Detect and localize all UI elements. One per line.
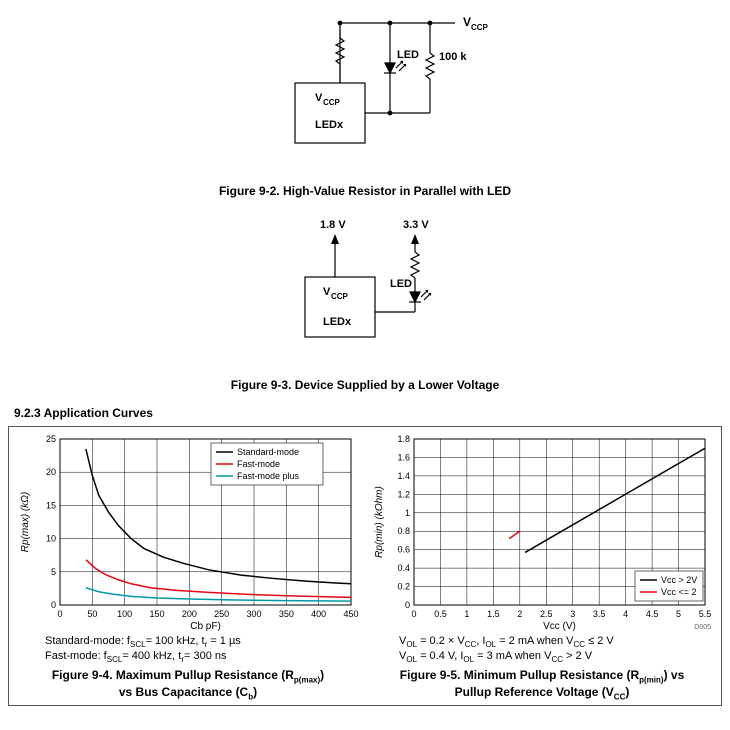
svg-text:0: 0 <box>57 609 62 619</box>
svg-text:20: 20 <box>45 467 55 477</box>
figure-9-3-caption: Figure 9-3. Device Supplied by a Lower V… <box>8 378 722 392</box>
svg-text:0.8: 0.8 <box>397 526 410 536</box>
svg-text:LED: LED <box>397 49 419 61</box>
section-heading-9-2-3: 9.2.3 Application Curves <box>14 406 722 420</box>
figure-9-4: 0 50 100 150 200 250 300 350 400 450 0 5 10 15 20 25 Cb … <box>13 431 363 701</box>
figure-9-2-caption: Figure 9-2. High-Value Resistor in Paral… <box>8 184 722 198</box>
svg-text:4.5: 4.5 <box>645 609 658 619</box>
figure-9-5-caption: Figure 9-5. Minimum Pullup Resistance (R… <box>400 668 685 701</box>
svg-text:2.5: 2.5 <box>540 609 553 619</box>
svg-text:CCP: CCP <box>323 98 341 107</box>
svg-text:1: 1 <box>404 508 409 518</box>
figure-9-3: 1.8 V 3.3 V LED V CCP LEDx Figure 9-3. D… <box>8 212 722 392</box>
svg-text:CCP: CCP <box>471 23 489 32</box>
figure-9-5-notes: VOL = 0.2 × VCC, IOL = 2 mA when VCC ≤ 2… <box>399 635 717 665</box>
svg-text:50: 50 <box>87 609 97 619</box>
svg-text:100 k: 100 k <box>439 51 467 63</box>
svg-text:V: V <box>315 92 323 104</box>
svg-text:Rp(max) (kΩ): Rp(max) (kΩ) <box>20 492 31 552</box>
svg-text:V: V <box>323 286 331 298</box>
schematic-9-3: 1.8 V 3.3 V LED V CCP LEDx <box>215 212 515 372</box>
svg-text:5: 5 <box>676 609 681 619</box>
svg-text:5: 5 <box>50 567 55 577</box>
svg-text:150: 150 <box>149 609 164 619</box>
figure-9-2: V CCP LED 100 k V CCP LEDx <box>8 8 722 198</box>
svg-text:1.8 V: 1.8 V <box>320 219 346 231</box>
svg-text:0.6: 0.6 <box>397 545 410 555</box>
svg-text:LEDx: LEDx <box>315 119 344 131</box>
svg-text:Vcc <= 2: Vcc <= 2 <box>661 587 697 597</box>
svg-text:300: 300 <box>246 609 261 619</box>
svg-text:5.5: 5.5 <box>698 609 711 619</box>
svg-text:4: 4 <box>623 609 628 619</box>
svg-text:LED: LED <box>390 278 412 290</box>
svg-text:0.4: 0.4 <box>397 563 410 573</box>
svg-text:450: 450 <box>343 609 358 619</box>
svg-text:0: 0 <box>404 600 409 610</box>
svg-text:Vcc > 2V: Vcc > 2V <box>661 575 697 585</box>
svg-text:3.3 V: 3.3 V <box>403 219 429 231</box>
svg-text:1.6: 1.6 <box>397 452 410 462</box>
svg-text:D005: D005 <box>694 624 711 631</box>
chart-9-5: 0 0.5 1 1.5 2 2.5 3 3.5 4 4.5 5 5.5 0 0.2 0.4 0.6 0.8 1 1.… <box>370 431 715 631</box>
svg-text:LEDx: LEDx <box>323 316 352 328</box>
svg-text:3.5: 3.5 <box>592 609 605 619</box>
svg-text:0: 0 <box>411 609 416 619</box>
svg-text:1.8: 1.8 <box>397 434 410 444</box>
svg-text:Rp(min) (kOhm): Rp(min) (kOhm) <box>374 486 385 558</box>
schematic-9-2: V CCP LED 100 k V CCP LEDx <box>215 8 515 178</box>
svg-text:Cb pF): Cb pF) <box>190 621 221 631</box>
figure-9-4-notes: Standard-mode: fSCL= 100 kHz, tr = 1 µsF… <box>45 635 363 665</box>
svg-text:250: 250 <box>214 609 229 619</box>
svg-text:200: 200 <box>181 609 196 619</box>
svg-text:Standard-mode: Standard-mode <box>237 447 299 457</box>
figure-9-5: 0 0.5 1 1.5 2 2.5 3 3.5 4 4.5 5 5.5 0 0.2 0.4 0.6 0.8 1 1.… <box>367 431 717 701</box>
svg-text:1.5: 1.5 <box>487 609 500 619</box>
svg-text:Fast-mode: Fast-mode <box>237 459 280 469</box>
svg-text:10: 10 <box>45 534 55 544</box>
svg-text:0.5: 0.5 <box>434 609 447 619</box>
svg-text:1: 1 <box>464 609 469 619</box>
svg-text:1.2: 1.2 <box>397 489 410 499</box>
svg-text:Vcc (V): Vcc (V) <box>543 621 576 631</box>
svg-text:25: 25 <box>45 434 55 444</box>
svg-text:Fast-mode plus: Fast-mode plus <box>237 471 300 481</box>
svg-text:CCP: CCP <box>331 292 349 301</box>
svg-text:0: 0 <box>50 600 55 610</box>
svg-text:400: 400 <box>311 609 326 619</box>
svg-text:0.2: 0.2 <box>397 582 410 592</box>
application-curves-panel: 0501001502002503003504004500510152025Cb … <box>8 426 722 706</box>
svg-text:100: 100 <box>117 609 132 619</box>
svg-text:15: 15 <box>45 500 55 510</box>
figure-9-4-caption: Figure 9-4. Maximum Pullup Resistance (R… <box>52 668 324 701</box>
chart-9-4: 0 50 100 150 200 250 300 350 400 450 0 5 10 15 20 25 Cb … <box>16 431 361 631</box>
svg-text:3: 3 <box>570 609 575 619</box>
svg-text:2: 2 <box>517 609 522 619</box>
svg-text:350: 350 <box>278 609 293 619</box>
svg-text:V: V <box>463 15 471 29</box>
svg-text:1.4: 1.4 <box>397 471 410 481</box>
